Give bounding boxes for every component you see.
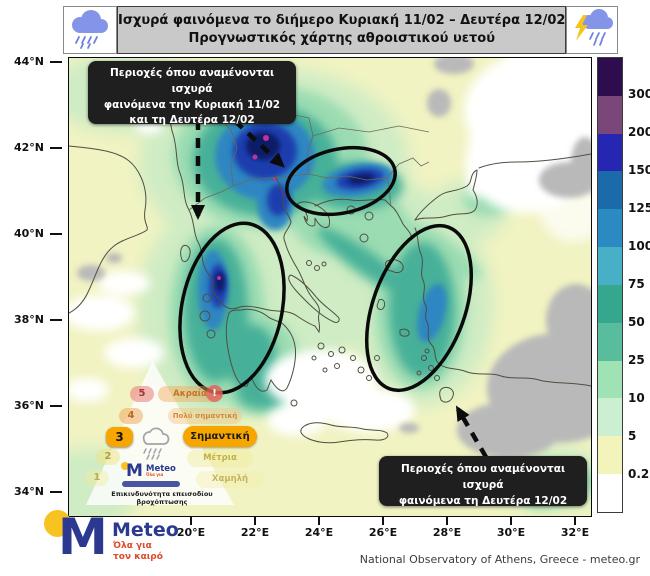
lat-tick bbox=[50, 405, 62, 407]
colorbar-segment bbox=[598, 95, 622, 134]
colorbar-label: 100 bbox=[628, 239, 650, 253]
lon-tick-label: 28°E bbox=[432, 526, 462, 539]
lon-tick bbox=[190, 517, 192, 525]
lat-tick-label: 36°N bbox=[13, 399, 44, 412]
colorbar-segment bbox=[598, 322, 622, 361]
annotation-line: Περιοχές όπου αναμένονται ισχυρά bbox=[109, 67, 275, 95]
colorbar-segment bbox=[598, 436, 622, 475]
page-title: Ισχυρά φαινόμενα το διήμερο Κυριακή 11/0… bbox=[118, 12, 566, 28]
risk-level-3-badge: 3 bbox=[106, 427, 133, 447]
meteo-logo-tagline-1: Όλα για bbox=[113, 541, 152, 551]
colorbar-label: 25 bbox=[628, 353, 645, 367]
colorbar-segment bbox=[598, 209, 622, 248]
colorbar-label: 0.2 bbox=[628, 467, 650, 481]
risk-level-3-label-active: Σημαντική bbox=[183, 426, 257, 447]
rain-cloud-outline-icon bbox=[142, 427, 170, 460]
colorbar-label: 50 bbox=[628, 315, 645, 329]
lat-tick-label: 40°N bbox=[13, 227, 44, 240]
meteo-logo-m: M bbox=[58, 508, 108, 566]
precipitation-colorbar bbox=[597, 57, 623, 513]
lat-tick bbox=[50, 491, 62, 493]
risk-pyramid-caption: Επικινδυνότητα επεισοδίου βροχόπτωσης bbox=[111, 490, 213, 506]
colorbar-segment bbox=[598, 58, 622, 96]
colorbar-label: 5 bbox=[628, 429, 637, 443]
meteo-logo-tagline-2: τον καιρό bbox=[113, 552, 163, 562]
colorbar-label: 125 bbox=[628, 201, 650, 215]
rain-cloud-icon bbox=[63, 6, 117, 54]
lat-tick-label: 42°N bbox=[13, 141, 44, 154]
lon-tick-label: 30°E bbox=[496, 526, 526, 539]
risk-level-2-label: Μέτρια bbox=[187, 450, 253, 467]
meteo-logo-dot bbox=[44, 510, 71, 537]
lat-tick-label: 34°N bbox=[13, 485, 44, 498]
risk-level-1-badge: 1 bbox=[85, 470, 109, 486]
lon-tick-label: 20°E bbox=[176, 526, 206, 539]
colorbar-segment bbox=[598, 398, 622, 437]
colorbar-segment bbox=[598, 474, 622, 512]
meteo-mini-logo-tagline: Όλα για bbox=[146, 472, 164, 477]
no-data-gray-areas bbox=[77, 58, 591, 458]
meteo-mini-logo-name: Meteo bbox=[146, 464, 176, 474]
storm-cloud-icon bbox=[566, 6, 619, 54]
lat-tick-label: 44°N bbox=[13, 55, 44, 68]
title-panel: Ισχυρά φαινόμενα το διήμερο Κυριακή 11/0… bbox=[117, 6, 567, 54]
attribution-text: National Observatory of Athens, Greece -… bbox=[359, 553, 640, 566]
lon-tick bbox=[446, 517, 448, 525]
lon-tick bbox=[510, 517, 512, 525]
colorbar-segment bbox=[598, 171, 622, 210]
annotation-box-weekend: Περιοχές όπου αναμένονται ισχυρά φαινόμε… bbox=[88, 61, 296, 126]
meteo-logo-name: Meteo bbox=[112, 519, 179, 541]
annotation-arrows bbox=[191, 119, 488, 459]
lon-tick-label: 22°E bbox=[240, 526, 270, 539]
lon-tick-label: 26°E bbox=[368, 526, 398, 539]
no-precip-white-areas bbox=[69, 58, 591, 436]
page-subtitle: Προγνωστικός χάρτης αθροιστικού υετού bbox=[188, 31, 496, 46]
annotation-box-monday: Περιοχές όπου αναμένονται ισχυρά φαινόμε… bbox=[379, 456, 587, 507]
lat-tick bbox=[50, 61, 62, 63]
colorbar-segment bbox=[598, 133, 622, 172]
colorbar-segment bbox=[598, 284, 622, 323]
colorbar-segment bbox=[598, 360, 622, 399]
highlight-ellipse-east bbox=[364, 223, 474, 393]
colorbar-segment bbox=[598, 247, 622, 285]
lon-tick bbox=[574, 517, 576, 525]
coastlines bbox=[69, 87, 591, 444]
annotation-line: Περιοχές όπου αναμένονται ισχυρά bbox=[400, 463, 566, 491]
arrow-to-east-ellipse bbox=[455, 405, 488, 459]
highlight-ellipse-north bbox=[285, 145, 397, 217]
risk-level-4-badge: 4 bbox=[119, 408, 143, 424]
title-bar: Ισχυρά φαινόμενα το διήμερο Κυριακή 11/0… bbox=[63, 6, 619, 54]
risk-level-5-badge: 5 bbox=[130, 386, 154, 402]
map-canvas bbox=[69, 58, 591, 516]
risk-level-1-label: Χαμηλή bbox=[196, 471, 264, 488]
lon-tick bbox=[318, 517, 320, 525]
meteo-mini-logo-bar bbox=[122, 481, 180, 487]
meteo-mini-logo-dot bbox=[121, 462, 129, 470]
risk-level-2-badge: 2 bbox=[96, 449, 120, 465]
colorbar-label: 150 bbox=[628, 163, 650, 177]
precipitation-map bbox=[68, 57, 592, 517]
lon-tick bbox=[254, 517, 256, 525]
meteo-mini-logo-m: M bbox=[126, 461, 143, 481]
risk-level-4-label: Πολύ σημαντική bbox=[168, 408, 242, 424]
lon-tick bbox=[382, 517, 384, 525]
lat-tick-label: 38°N bbox=[13, 313, 44, 326]
lon-tick-label: 32°E bbox=[560, 526, 590, 539]
exclamation-icon: ! bbox=[206, 385, 223, 402]
annotation-line: φαινόμενα την Κυριακή 11/02 bbox=[103, 98, 281, 111]
lat-tick bbox=[50, 147, 62, 149]
colorbar-label: 10 bbox=[628, 391, 645, 405]
lat-tick bbox=[50, 233, 62, 235]
colorbar-label: 75 bbox=[628, 277, 645, 291]
annotation-line: και τη Δευτέρα 12/02 bbox=[129, 114, 255, 127]
colorbar-label: 300 bbox=[628, 87, 650, 101]
lat-tick bbox=[50, 319, 62, 321]
colorbar-label: 200 bbox=[628, 125, 650, 139]
annotation-line: φαινόμενα τη Δευτέρα 12/02 bbox=[398, 494, 568, 507]
lon-tick-label: 24°E bbox=[304, 526, 334, 539]
